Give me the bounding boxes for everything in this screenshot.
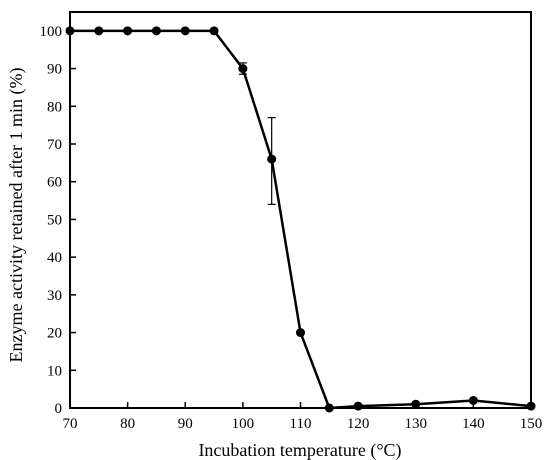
y-axis-label: Enzyme activity retained after 1 min (%)	[6, 68, 27, 363]
error-bars	[238, 62, 276, 205]
x-tick-label: 100	[232, 416, 255, 432]
y-tick-label: 50	[47, 212, 62, 228]
y-tick-label: 60	[47, 175, 62, 191]
x-axis-label: Incubation temperature (°C)	[198, 440, 401, 460]
plot-frame	[69, 11, 532, 409]
data-point	[209, 26, 219, 36]
y-tick-label: 80	[47, 99, 62, 115]
data-point	[94, 26, 104, 36]
y-tick-label: 10	[47, 363, 62, 379]
y-tick-labels: 0 10 20 30 40 50 60 70 80 90 100	[40, 24, 63, 417]
y-tick-label: 90	[47, 62, 62, 78]
y-tick-label: 100	[40, 24, 63, 40]
series-line	[70, 29, 532, 410]
data-point	[267, 154, 277, 164]
y-tick-label: 40	[47, 250, 62, 266]
x-tick-label: 70	[63, 416, 78, 432]
y-tick-label: 30	[47, 288, 62, 304]
x-tick-label: 80	[120, 416, 135, 432]
y-tick-label: 70	[47, 137, 62, 153]
data-point	[296, 328, 305, 338]
data-point	[468, 395, 478, 405]
x-tick-label: 110	[290, 416, 312, 432]
x-tick-label: 150	[520, 416, 543, 432]
data-point	[180, 26, 190, 36]
x-tick-label: 130	[405, 416, 428, 432]
x-tick-label: 120	[347, 416, 370, 432]
x-tick-label: 140	[462, 416, 485, 432]
y-tick-label: 20	[47, 326, 62, 342]
data-point	[411, 399, 421, 409]
data-point	[65, 26, 75, 36]
data-point	[324, 403, 334, 413]
tick-marks	[69, 30, 532, 409]
data-point	[151, 26, 161, 36]
data-point	[353, 401, 363, 411]
x-tick-labels: 70 80 90 100 110 120 130 140 150	[63, 416, 543, 432]
y-tick-label: 0	[55, 401, 63, 417]
data-point	[238, 64, 248, 74]
data-point	[526, 401, 536, 411]
data-point	[123, 26, 133, 36]
x-tick-label: 90	[178, 416, 193, 432]
data-points	[65, 26, 536, 413]
